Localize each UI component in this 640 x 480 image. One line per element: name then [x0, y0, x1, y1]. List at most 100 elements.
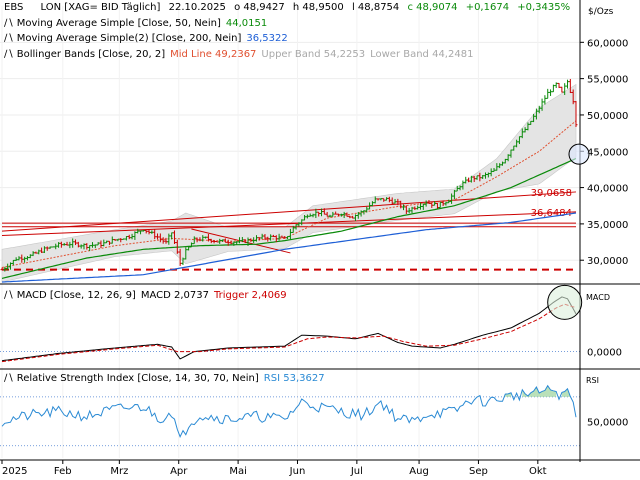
- price-bar: [133, 231, 137, 240]
- price-bar: [554, 82, 558, 89]
- x-tick-label: Jul: [350, 466, 363, 477]
- price-bar: [404, 205, 408, 215]
- price-bar: [523, 127, 527, 133]
- price-bar: [71, 238, 75, 248]
- close-value: c 48,9074: [407, 2, 458, 13]
- price-bar: [325, 211, 329, 217]
- price-bar: [141, 229, 145, 232]
- legend-bollinger: ∕∖ Bollinger Bands [Close, 20, 2] Mid Line…: [4, 49, 478, 61]
- price-bar: [204, 236, 208, 239]
- price-bar: [139, 230, 143, 235]
- exchange: LON [XAG= BID Täglich]: [40, 2, 161, 13]
- price-bar: [339, 213, 343, 217]
- price-bar: [28, 254, 32, 259]
- moving-averages: [1, 120, 577, 283]
- header-row: EBS LON [XAG= BID Täglich] 22.10.2025 o …: [4, 2, 575, 14]
- price-bar: [571, 89, 575, 105]
- price-bar: [430, 202, 434, 208]
- price-bar: [342, 211, 346, 219]
- price-bar: [25, 256, 29, 261]
- price-series: [0, 78, 578, 272]
- price-bar: [212, 239, 216, 244]
- price-bar: [382, 198, 386, 202]
- indicator-icon: ∕∖: [4, 290, 14, 301]
- price-bar: [506, 154, 510, 162]
- price-bar: [421, 203, 425, 210]
- price-bar: [566, 79, 570, 89]
- legend-macd: ∕∖ MACD [Close, 12, 26, 9] MACD 2,0737 Trig…: [4, 290, 292, 302]
- price-bar: [198, 237, 202, 242]
- price-bar: [467, 177, 471, 183]
- macd-value: MACD 2,0737: [140, 290, 209, 301]
- price-bar: [76, 241, 80, 248]
- price-bar: [14, 257, 18, 261]
- y-tick-label: 50,0000: [587, 111, 628, 122]
- macd-panel: [0, 296, 580, 363]
- indicator-icon: ∕∖: [4, 18, 14, 29]
- ma50-value: 44,0151: [225, 18, 268, 29]
- price-bar: [534, 108, 538, 120]
- price-bar: [209, 238, 213, 244]
- rsi-line: [1, 384, 577, 438]
- price-bar: [161, 237, 165, 244]
- macd-axis-label: MACD: [586, 293, 610, 302]
- price-bar: [435, 202, 439, 209]
- price-bar: [359, 210, 363, 217]
- price-bar: [8, 262, 12, 270]
- price-bar: [351, 215, 355, 219]
- price-bar: [246, 237, 250, 246]
- price-bar: [271, 234, 275, 238]
- bb-upper: Upper Band 54,2253: [261, 49, 366, 60]
- price-bar: [396, 198, 400, 206]
- price-bar: [243, 239, 247, 243]
- price-bar: [277, 233, 281, 241]
- rsi-axis-label: RSI: [586, 376, 599, 385]
- ma50-line: [1, 157, 577, 279]
- price-bar: [113, 239, 117, 241]
- price-bar: [503, 158, 507, 164]
- x-tick-label: Sep: [469, 466, 488, 477]
- price-bar: [150, 230, 154, 234]
- price-bar: [557, 82, 561, 89]
- unit-label: $/Ozs: [588, 7, 614, 17]
- price-bar: [249, 238, 253, 242]
- x-tick-label: 2025: [2, 466, 27, 477]
- price-bar: [45, 246, 49, 251]
- price-bar: [526, 122, 530, 131]
- price-bar: [334, 211, 338, 215]
- price-bar: [158, 233, 162, 243]
- price-bar: [59, 241, 63, 248]
- price-bar: [322, 208, 326, 215]
- price-bar: [546, 88, 550, 99]
- price-bar: [254, 235, 258, 242]
- price-bar: [65, 241, 69, 246]
- x-tick-label: Mrz: [110, 466, 128, 477]
- price-bar: [105, 240, 109, 244]
- price-bar: [11, 259, 15, 266]
- price-bar: [79, 244, 83, 249]
- level-label: 36,6484: [531, 208, 572, 219]
- price-bar: [167, 233, 171, 245]
- rsi-label: Relative Strength Index [Close, 14, 30, …: [16, 373, 259, 384]
- price-bar: [42, 246, 46, 254]
- macd-trigger: Trigger 2,4069: [214, 290, 287, 301]
- price-bar: [119, 238, 123, 243]
- x-tick-label: Feb: [54, 466, 72, 477]
- price-bar: [413, 206, 417, 211]
- price-bar: [195, 237, 199, 243]
- price-bar: [317, 211, 321, 217]
- price-bar: [192, 236, 196, 245]
- price-bar: [110, 236, 114, 244]
- price-bar: [229, 240, 233, 245]
- price-bar: [57, 242, 61, 248]
- indicator-icon: ∕∖: [4, 373, 14, 384]
- price-bar: [127, 234, 131, 240]
- price-bar: [376, 198, 380, 201]
- price-bar: [486, 172, 490, 178]
- y-tick-label: 30,0000: [587, 256, 628, 267]
- open-value: o 48,9427: [234, 2, 285, 13]
- bb-lower: Lower Band 44,2481: [370, 49, 474, 60]
- x-tick-label: Mai: [229, 466, 247, 477]
- macd-tick-label: 0,0000: [587, 348, 622, 359]
